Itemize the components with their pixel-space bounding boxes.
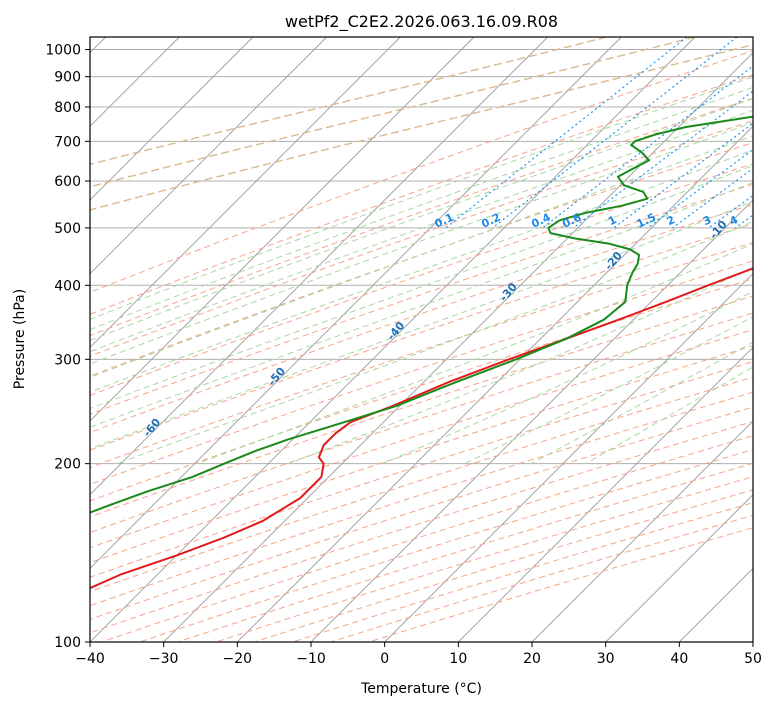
dry-adiabat-line xyxy=(90,142,753,377)
moist-adiabat-line xyxy=(196,242,753,465)
sounding-profiles xyxy=(90,115,753,590)
dry-adiabat-line xyxy=(90,278,753,502)
dry-adiabat-line xyxy=(90,312,753,534)
isotherm-line xyxy=(90,37,401,348)
moist-adiabat-line xyxy=(382,291,753,465)
dry-adiabat-line xyxy=(90,223,753,451)
moist-adiabat-line xyxy=(90,164,753,410)
isotherm-line xyxy=(605,494,753,642)
mixing-ratio-line xyxy=(647,148,753,229)
isotherm-line xyxy=(531,420,753,642)
y-tick-label: 900 xyxy=(54,70,81,86)
isotherm-line xyxy=(90,37,327,275)
x-axis-label: Temperature (°C) xyxy=(360,681,482,697)
moist-adiabat-line xyxy=(90,149,753,393)
dry-adiabat-line xyxy=(90,361,753,578)
isotherm-line xyxy=(384,273,753,642)
x-tick-label: 10 xyxy=(449,651,467,667)
dry-adiabat-line xyxy=(90,74,753,315)
isotherm-line xyxy=(90,37,622,569)
dry-adiabat-line xyxy=(90,329,753,549)
mixing-ratio-line xyxy=(492,37,738,229)
isotherm-line xyxy=(90,37,254,201)
theta-e-lines xyxy=(90,37,753,211)
x-tick-label: −30 xyxy=(149,651,179,667)
plot-frame xyxy=(89,36,754,643)
chart-title: wetPf2_C2E2.2026.063.16.09.R08 xyxy=(285,12,558,32)
dry-adiabat-line xyxy=(90,260,753,485)
dry-adiabat-line xyxy=(90,391,753,607)
dry-adiabat-line xyxy=(90,50,753,293)
x-axis: −40 −30 −20 −10 0 10 20 30 40 50 xyxy=(75,642,762,667)
moist-adiabat-line xyxy=(90,86,753,331)
x-tick-label: 40 xyxy=(670,651,688,667)
y-tick-label: 600 xyxy=(54,174,81,190)
isotherm-line xyxy=(237,125,753,642)
y-axis-label: Pressure (hPa) xyxy=(12,289,28,389)
x-tick-label: 0 xyxy=(380,651,389,667)
moist-adiabat-line xyxy=(90,122,753,365)
y-tick-label: 100 xyxy=(54,635,81,651)
y-axis: 1000 900 800 700 600 500 400 300 200 100 xyxy=(45,43,90,651)
isotherm-line xyxy=(458,346,753,642)
moist-adiabat-line xyxy=(90,76,753,320)
plot-area xyxy=(90,37,753,642)
x-tick-label: −20 xyxy=(223,651,253,667)
isotherm-line xyxy=(310,199,753,642)
y-tick-label: 1000 xyxy=(45,43,81,59)
y-tick-label: 500 xyxy=(54,221,81,237)
y-tick-label: 300 xyxy=(54,352,81,368)
dry-adiabat-line xyxy=(90,120,753,357)
temperature-line xyxy=(90,267,753,590)
theta-e-line xyxy=(90,37,607,165)
dry-adiabat-line xyxy=(90,97,753,337)
y-tick-label: 800 xyxy=(54,100,81,116)
moist-adiabat-lines xyxy=(90,76,753,465)
theta-e-line xyxy=(90,37,696,188)
isotherm-line xyxy=(163,52,753,642)
isotherm-line xyxy=(90,37,696,642)
dry-adiabat-line xyxy=(90,163,753,396)
dewpoint-line xyxy=(90,115,753,514)
theta-e-line xyxy=(90,44,753,211)
moist-adiabat-line xyxy=(90,109,753,353)
moist-adiabat-line xyxy=(90,135,753,378)
moist-adiabat-line xyxy=(90,200,753,450)
x-tick-label: 20 xyxy=(523,651,541,667)
x-tick-label: −40 xyxy=(75,651,105,667)
x-tick-label: −10 xyxy=(296,651,326,667)
mixing-ratio-line xyxy=(445,37,688,229)
isotherm-line xyxy=(90,37,548,496)
moist-adiabat-line xyxy=(464,316,753,465)
x-tick-label: 30 xyxy=(597,651,615,667)
y-tick-label: 200 xyxy=(54,457,81,473)
y-tick-label: 700 xyxy=(54,134,81,150)
y-tick-label: 400 xyxy=(54,278,81,294)
moist-adiabat-line xyxy=(90,181,753,428)
x-tick-label: 50 xyxy=(744,651,762,667)
